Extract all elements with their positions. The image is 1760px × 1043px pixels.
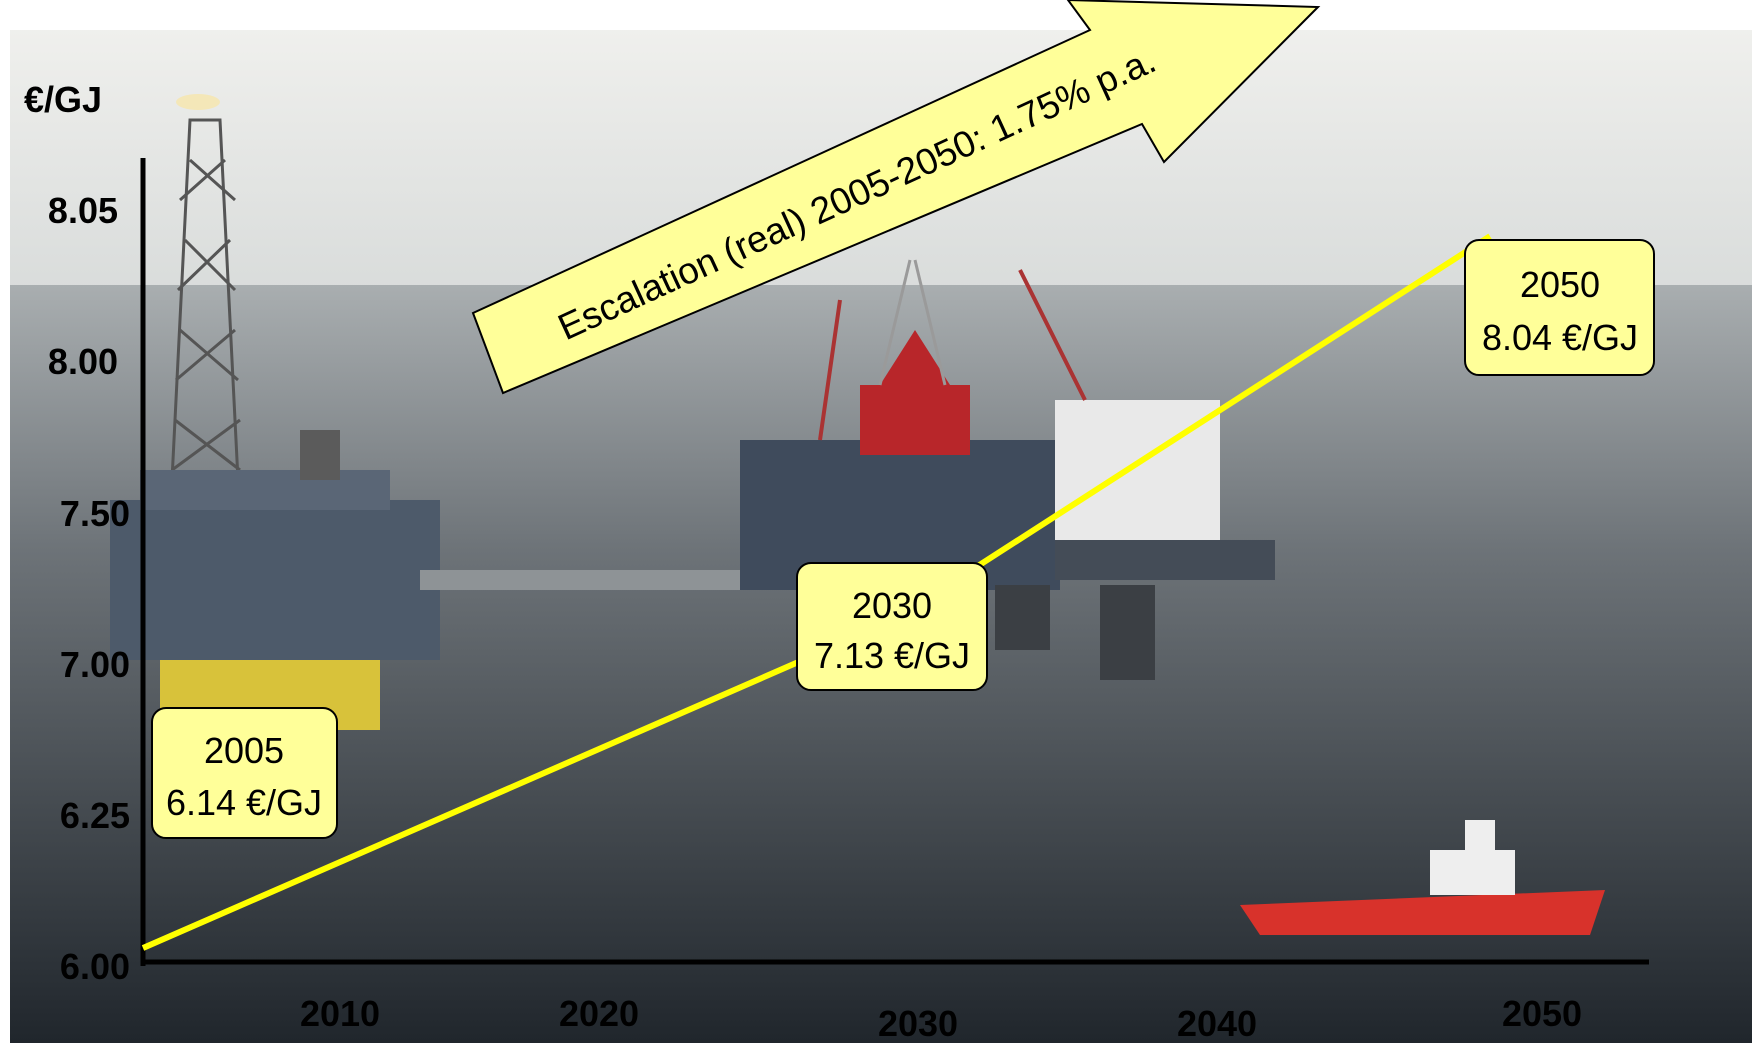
callout-box xyxy=(151,707,338,839)
callout-2030: 2030 7.13 €/GJ xyxy=(796,562,988,691)
x-tick-label: 2010 xyxy=(300,993,380,1034)
x-tick-label: 2030 xyxy=(878,1003,958,1043)
callout-2050: 2050 8.04 €/GJ xyxy=(1464,239,1655,376)
x-tick-label: 2040 xyxy=(1177,1003,1257,1043)
callout-value: 8.04 €/GJ xyxy=(1482,317,1638,358)
axes xyxy=(140,158,1649,966)
callout-value: 6.14 €/GJ xyxy=(166,782,322,823)
y-tick-label: 8.05 xyxy=(48,190,118,231)
x-tick-labels: 2010 2020 2030 2040 2050 xyxy=(300,993,1582,1043)
y-tick-label: 7.50 xyxy=(60,493,130,534)
y-tick-label: 6.25 xyxy=(60,795,130,836)
callout-2005: 2005 6.14 €/GJ xyxy=(151,707,338,839)
x-tick-label: 2050 xyxy=(1502,993,1582,1034)
y-tick-label: 8.00 xyxy=(48,341,118,382)
callout-year: 2030 xyxy=(852,585,932,626)
escalation-arrow-shape xyxy=(471,0,1321,395)
y-tick-label: 6.00 xyxy=(60,946,130,987)
y-tick-label: 7.00 xyxy=(60,644,130,685)
y-tick-labels: 6.00 6.25 7.00 7.50 8.00 8.05 xyxy=(48,190,130,987)
x-tick-label: 2020 xyxy=(559,993,639,1034)
left-platform-image xyxy=(110,430,750,730)
callout-value: 7.13 €/GJ xyxy=(814,635,970,676)
callout-year: 2005 xyxy=(204,730,284,771)
supply-vessel-image xyxy=(1240,820,1605,935)
y-axis-unit-label: €/GJ xyxy=(24,79,102,120)
callout-year: 2050 xyxy=(1520,264,1600,305)
callouts: 2005 6.14 €/GJ 2030 7.13 €/GJ 2050 8.04 … xyxy=(151,239,1655,839)
callout-box xyxy=(796,562,988,691)
callout-box xyxy=(1464,239,1655,376)
